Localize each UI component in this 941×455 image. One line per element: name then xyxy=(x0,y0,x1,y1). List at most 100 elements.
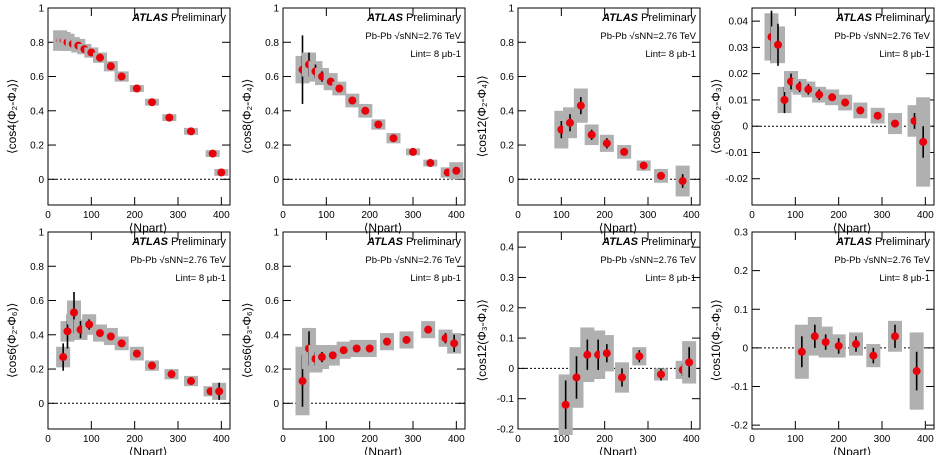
x-tick-label: 0 xyxy=(515,434,521,445)
y-tick-label: 0 xyxy=(742,343,748,354)
x-tick-label: 0 xyxy=(515,210,521,221)
x-tick-label: 400 xyxy=(448,434,465,445)
annotation: Lint= 8 μb-1 xyxy=(645,273,696,284)
x-tick-label: 300 xyxy=(640,434,657,445)
marker xyxy=(576,101,585,110)
y-tick-label: 0.2 xyxy=(734,266,748,277)
y-tick-label: -0.01 xyxy=(725,148,748,159)
x-tick-label: 400 xyxy=(213,434,230,445)
marker xyxy=(348,96,357,105)
marker xyxy=(167,370,176,379)
x-axis-label: ⟨Npart⟩ xyxy=(599,445,638,455)
x-tick-label: 100 xyxy=(553,210,570,221)
y-tick-label: 0 xyxy=(742,122,748,133)
y-tick-label: 0.1 xyxy=(500,334,514,345)
y-tick-label: 0.3 xyxy=(734,228,748,239)
marker xyxy=(215,387,224,396)
x-tick-label: 100 xyxy=(787,434,804,445)
plot-frame xyxy=(751,7,935,206)
annotation: ATLAS xyxy=(601,236,639,248)
y-tick-label: 0.4 xyxy=(500,243,514,254)
x-tick-label: 100 xyxy=(83,434,100,445)
marker xyxy=(602,349,611,358)
y-axis-label: ⟨cos6(Φ₂-Φ₆)⟩ xyxy=(5,303,19,378)
x-tick-label: 0 xyxy=(280,434,286,445)
x-tick-label: 200 xyxy=(126,434,143,445)
y-tick-label: 0.8 xyxy=(500,38,514,49)
plot-frame xyxy=(517,7,701,206)
plot-frame xyxy=(47,231,231,430)
annotation: ATLAS xyxy=(131,12,169,24)
marker xyxy=(452,166,461,175)
y-tick-label: 0.1 xyxy=(734,305,748,316)
y-axis-label: ⟨cos12(Φ₂-Φ₄)⟩ xyxy=(475,75,489,157)
marker xyxy=(919,137,928,146)
y-tick-label: 0.6 xyxy=(265,72,279,83)
marker xyxy=(63,327,72,336)
annotation: Lint= 8 μb-1 xyxy=(645,49,696,60)
x-tick-label: 400 xyxy=(917,434,934,445)
annotation: ATLAS xyxy=(366,12,404,24)
plot-frame xyxy=(751,231,935,430)
y-tick-label: 0.4 xyxy=(500,106,514,117)
marker xyxy=(318,353,326,362)
annotation: Pb-Pb √sNN=2.76 TeV xyxy=(834,31,930,42)
marker xyxy=(389,134,398,143)
x-tick-label: 300 xyxy=(874,434,891,445)
marker xyxy=(450,339,459,348)
y-tick-label: 0.6 xyxy=(265,296,279,307)
annotation: Pb-Pb √sNN=2.76 TeV xyxy=(365,31,461,42)
annotation: Pb-Pb √sNN=2.76 TeV xyxy=(365,255,461,266)
marker xyxy=(402,335,411,344)
marker xyxy=(339,346,348,355)
marker xyxy=(657,370,665,379)
y-tick-label: 0.2 xyxy=(500,303,514,314)
y-tick-label: 0.6 xyxy=(30,72,44,83)
marker xyxy=(891,119,899,128)
marker xyxy=(620,147,629,156)
x-tick-label: 400 xyxy=(213,210,230,221)
marker xyxy=(852,340,860,349)
marker xyxy=(685,358,694,367)
marker xyxy=(618,373,626,382)
marker xyxy=(148,98,156,107)
marker xyxy=(187,377,195,386)
y-tick-label: 0.2 xyxy=(30,365,44,376)
y-tick-label: -0.2 xyxy=(497,425,515,436)
marker xyxy=(132,349,141,358)
y-tick-label: 0.4 xyxy=(30,330,44,341)
y-tick-label: -0.02 xyxy=(725,174,748,185)
x-tick-label: 300 xyxy=(170,210,187,221)
x-tick-label: 300 xyxy=(405,434,422,445)
marker xyxy=(383,337,391,346)
y-tick-label: 0.04 xyxy=(729,17,749,28)
marker xyxy=(117,72,126,81)
annotation: Preliminary xyxy=(406,236,462,248)
y-tick-label: 0.2 xyxy=(265,141,279,152)
annotation: Preliminary xyxy=(641,12,697,24)
x-tick-label: 100 xyxy=(553,434,570,445)
marker xyxy=(583,350,592,359)
marker xyxy=(426,159,435,168)
marker xyxy=(117,339,126,348)
marker xyxy=(217,168,226,177)
y-axis-label: ⟨cos12(Φ₃-Φ₄)⟩ xyxy=(475,299,489,381)
y-tick-label: 0.2 xyxy=(500,141,514,152)
x-tick-label: 400 xyxy=(917,210,934,221)
annotation: Pb-Pb √sNN=2.76 TeV xyxy=(600,255,696,266)
y-tick-label: 1 xyxy=(508,4,514,15)
plot-frame xyxy=(282,231,466,430)
marker xyxy=(572,373,581,382)
y-tick-label: -0.2 xyxy=(731,421,749,432)
marker xyxy=(208,149,217,158)
annotation: Pb-Pb √sNN=2.76 TeV xyxy=(130,255,226,266)
y-tick-label: -0.1 xyxy=(731,382,749,393)
annotation: Lint= 8 μb-1 xyxy=(879,49,930,60)
marker xyxy=(678,177,687,186)
annotation: Lint= 8 μb-1 xyxy=(410,273,461,284)
x-tick-label: 200 xyxy=(596,210,613,221)
marker xyxy=(873,111,882,120)
marker xyxy=(587,130,596,139)
y-axis-label: ⟨cos8(Φ₂-Φ₄)⟩ xyxy=(240,79,254,154)
marker xyxy=(856,106,865,115)
